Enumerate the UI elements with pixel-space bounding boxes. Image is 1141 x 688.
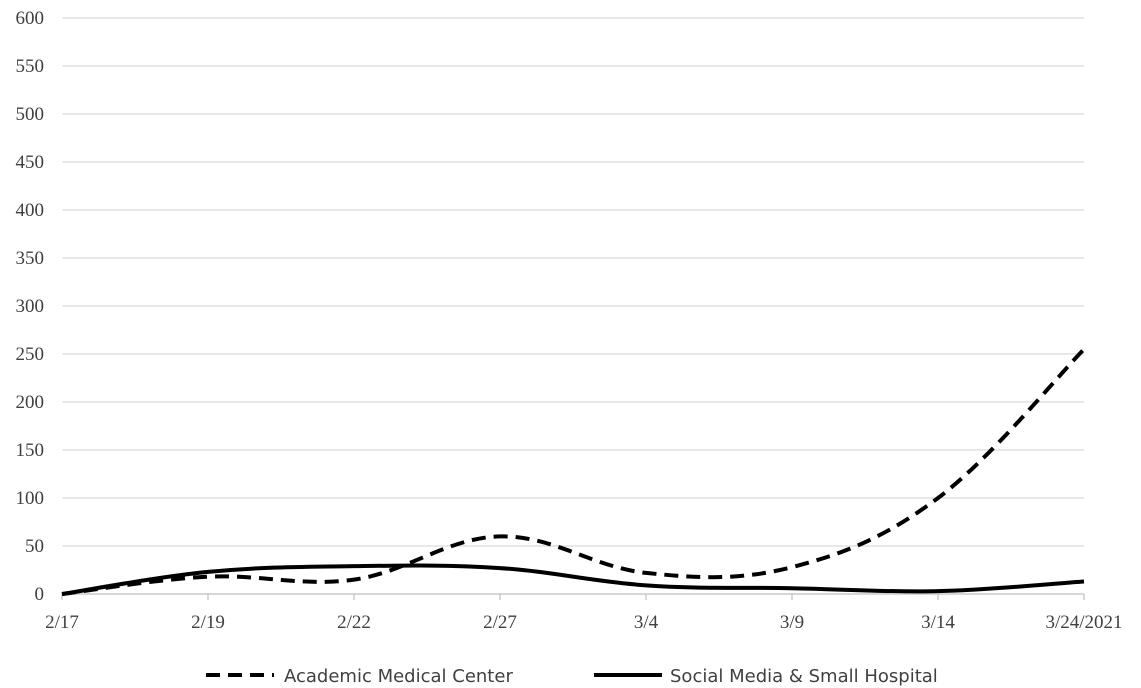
series-line-2 (61, 563, 1085, 596)
series-line-1 (61, 347, 1086, 596)
y-tick-label: 400 (16, 200, 45, 221)
x-tick-label: 2/27 (483, 612, 517, 633)
y-tick-label: 500 (16, 104, 45, 125)
y-tick-label: 250 (16, 344, 45, 365)
legend: Academic Medical Center Social Media & Sm… (206, 666, 938, 687)
y-tick-label: 100 (16, 488, 45, 509)
series-lines (61, 347, 1086, 596)
x-tick-label: 3/14 (921, 612, 955, 633)
x-tick-label: 3/24/2021 (1045, 612, 1122, 633)
y-tick-label: 600 (16, 8, 45, 29)
y-tick-label: 150 (16, 440, 45, 461)
legend-label-2: Social Media & Small Hospital (670, 666, 938, 687)
y-tick-label: 200 (16, 392, 45, 413)
x-axis-tickmarks (61, 594, 1085, 600)
x-tick-label: 2/17 (45, 612, 79, 633)
y-tick-label: 0 (35, 584, 45, 605)
y-tick-label: 50 (25, 536, 44, 557)
y-axis-ticks: 0 50 100 150 200 250 300 350 400 450 500 550 600 (16, 8, 45, 605)
y-tick-label: 550 (16, 56, 45, 77)
x-axis-ticks: 2/17 2/19 2/22 2/27 3/4 3/9 3/14 3/24/2021 (45, 612, 1122, 633)
legend-label-1: Academic Medical Center (284, 666, 513, 687)
y-tick-label: 450 (16, 152, 45, 173)
x-tick-label: 2/22 (337, 612, 371, 633)
y-tick-label: 350 (16, 248, 45, 269)
y-tick-label: 300 (16, 296, 45, 317)
x-tick-label: 3/4 (634, 612, 659, 633)
x-tick-label: 2/19 (191, 612, 225, 633)
gridlines (62, 17, 1084, 595)
x-tick-label: 3/9 (780, 612, 804, 633)
